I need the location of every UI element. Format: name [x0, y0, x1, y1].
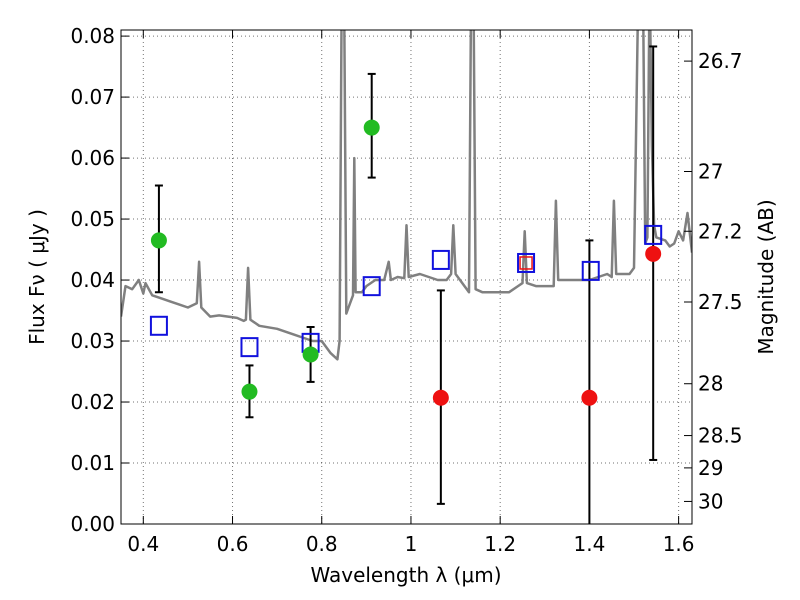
- model-point: [431, 249, 450, 270]
- x-tick-label: 1.6: [663, 532, 695, 556]
- model-points: [149, 224, 663, 358]
- y2-tick-label: 27.2: [698, 219, 743, 243]
- detection-point: [241, 383, 258, 400]
- model-point: [644, 224, 663, 245]
- y2-tick-label: 27.5: [698, 290, 743, 314]
- model-point: [517, 252, 536, 273]
- tick-labels: 0.4 0.6 0.8 1 1.2 1.4 1.6 0.00 0.01 0.02 0.03 0.04 0…: [70, 24, 742, 556]
- detection-point: [363, 119, 380, 136]
- x-tick-label: 0.8: [306, 532, 338, 556]
- detection-point: [150, 232, 167, 249]
- y2-tick-label: 27: [698, 159, 723, 183]
- y2-tick-label: 28: [698, 372, 723, 396]
- upper-limit-point: [581, 389, 598, 406]
- model-point: [362, 276, 381, 297]
- x-tick-label: 1.2: [484, 532, 516, 556]
- y-tick-label: 0.08: [70, 24, 115, 48]
- x-tick-label: 0.4: [127, 532, 159, 556]
- plot-frame: [120, 29, 693, 525]
- spectrum-line: [121, 30, 692, 361]
- x-tick-label: 1: [405, 532, 418, 556]
- plot-background: [121, 30, 692, 524]
- y-tick-label: 0.02: [70, 390, 115, 414]
- y-tick-label: 0.03: [70, 329, 115, 353]
- y-tick-label: 0.05: [70, 207, 115, 231]
- detection-point: [302, 346, 319, 363]
- y-tick-label: 0.07: [70, 85, 115, 109]
- upper-limit-point: [645, 245, 662, 262]
- y2-axis-title: Magnitude (AB): [754, 199, 778, 354]
- axis-ticks: [121, 30, 692, 525]
- y-tick-label: 0.01: [70, 451, 115, 475]
- y2-tick-label: 29: [698, 456, 723, 480]
- y2-tick-label: 28.5: [698, 424, 743, 448]
- upper-limit-square: [519, 256, 533, 270]
- x-tick-label: 0.6: [217, 532, 249, 556]
- spectrum: [121, 30, 692, 361]
- y-tick-label: 0.04: [70, 268, 115, 292]
- x-tick-label: 1.4: [573, 532, 605, 556]
- upper-limit-point: [432, 389, 449, 406]
- y-axis-title: Flux Fν ( μJy ): [25, 209, 49, 345]
- y2-tick-label: 30: [698, 489, 723, 513]
- data-points: [150, 119, 662, 406]
- x-axis-title: Wavelength λ (μm): [310, 563, 501, 587]
- model-point: [149, 315, 168, 336]
- y-tick-label: 0.00: [70, 512, 115, 536]
- y-tick-label: 0.06: [70, 146, 115, 170]
- y2-tick-label: 26.7: [698, 49, 743, 73]
- model-point: [581, 260, 600, 281]
- model-point: [240, 337, 259, 358]
